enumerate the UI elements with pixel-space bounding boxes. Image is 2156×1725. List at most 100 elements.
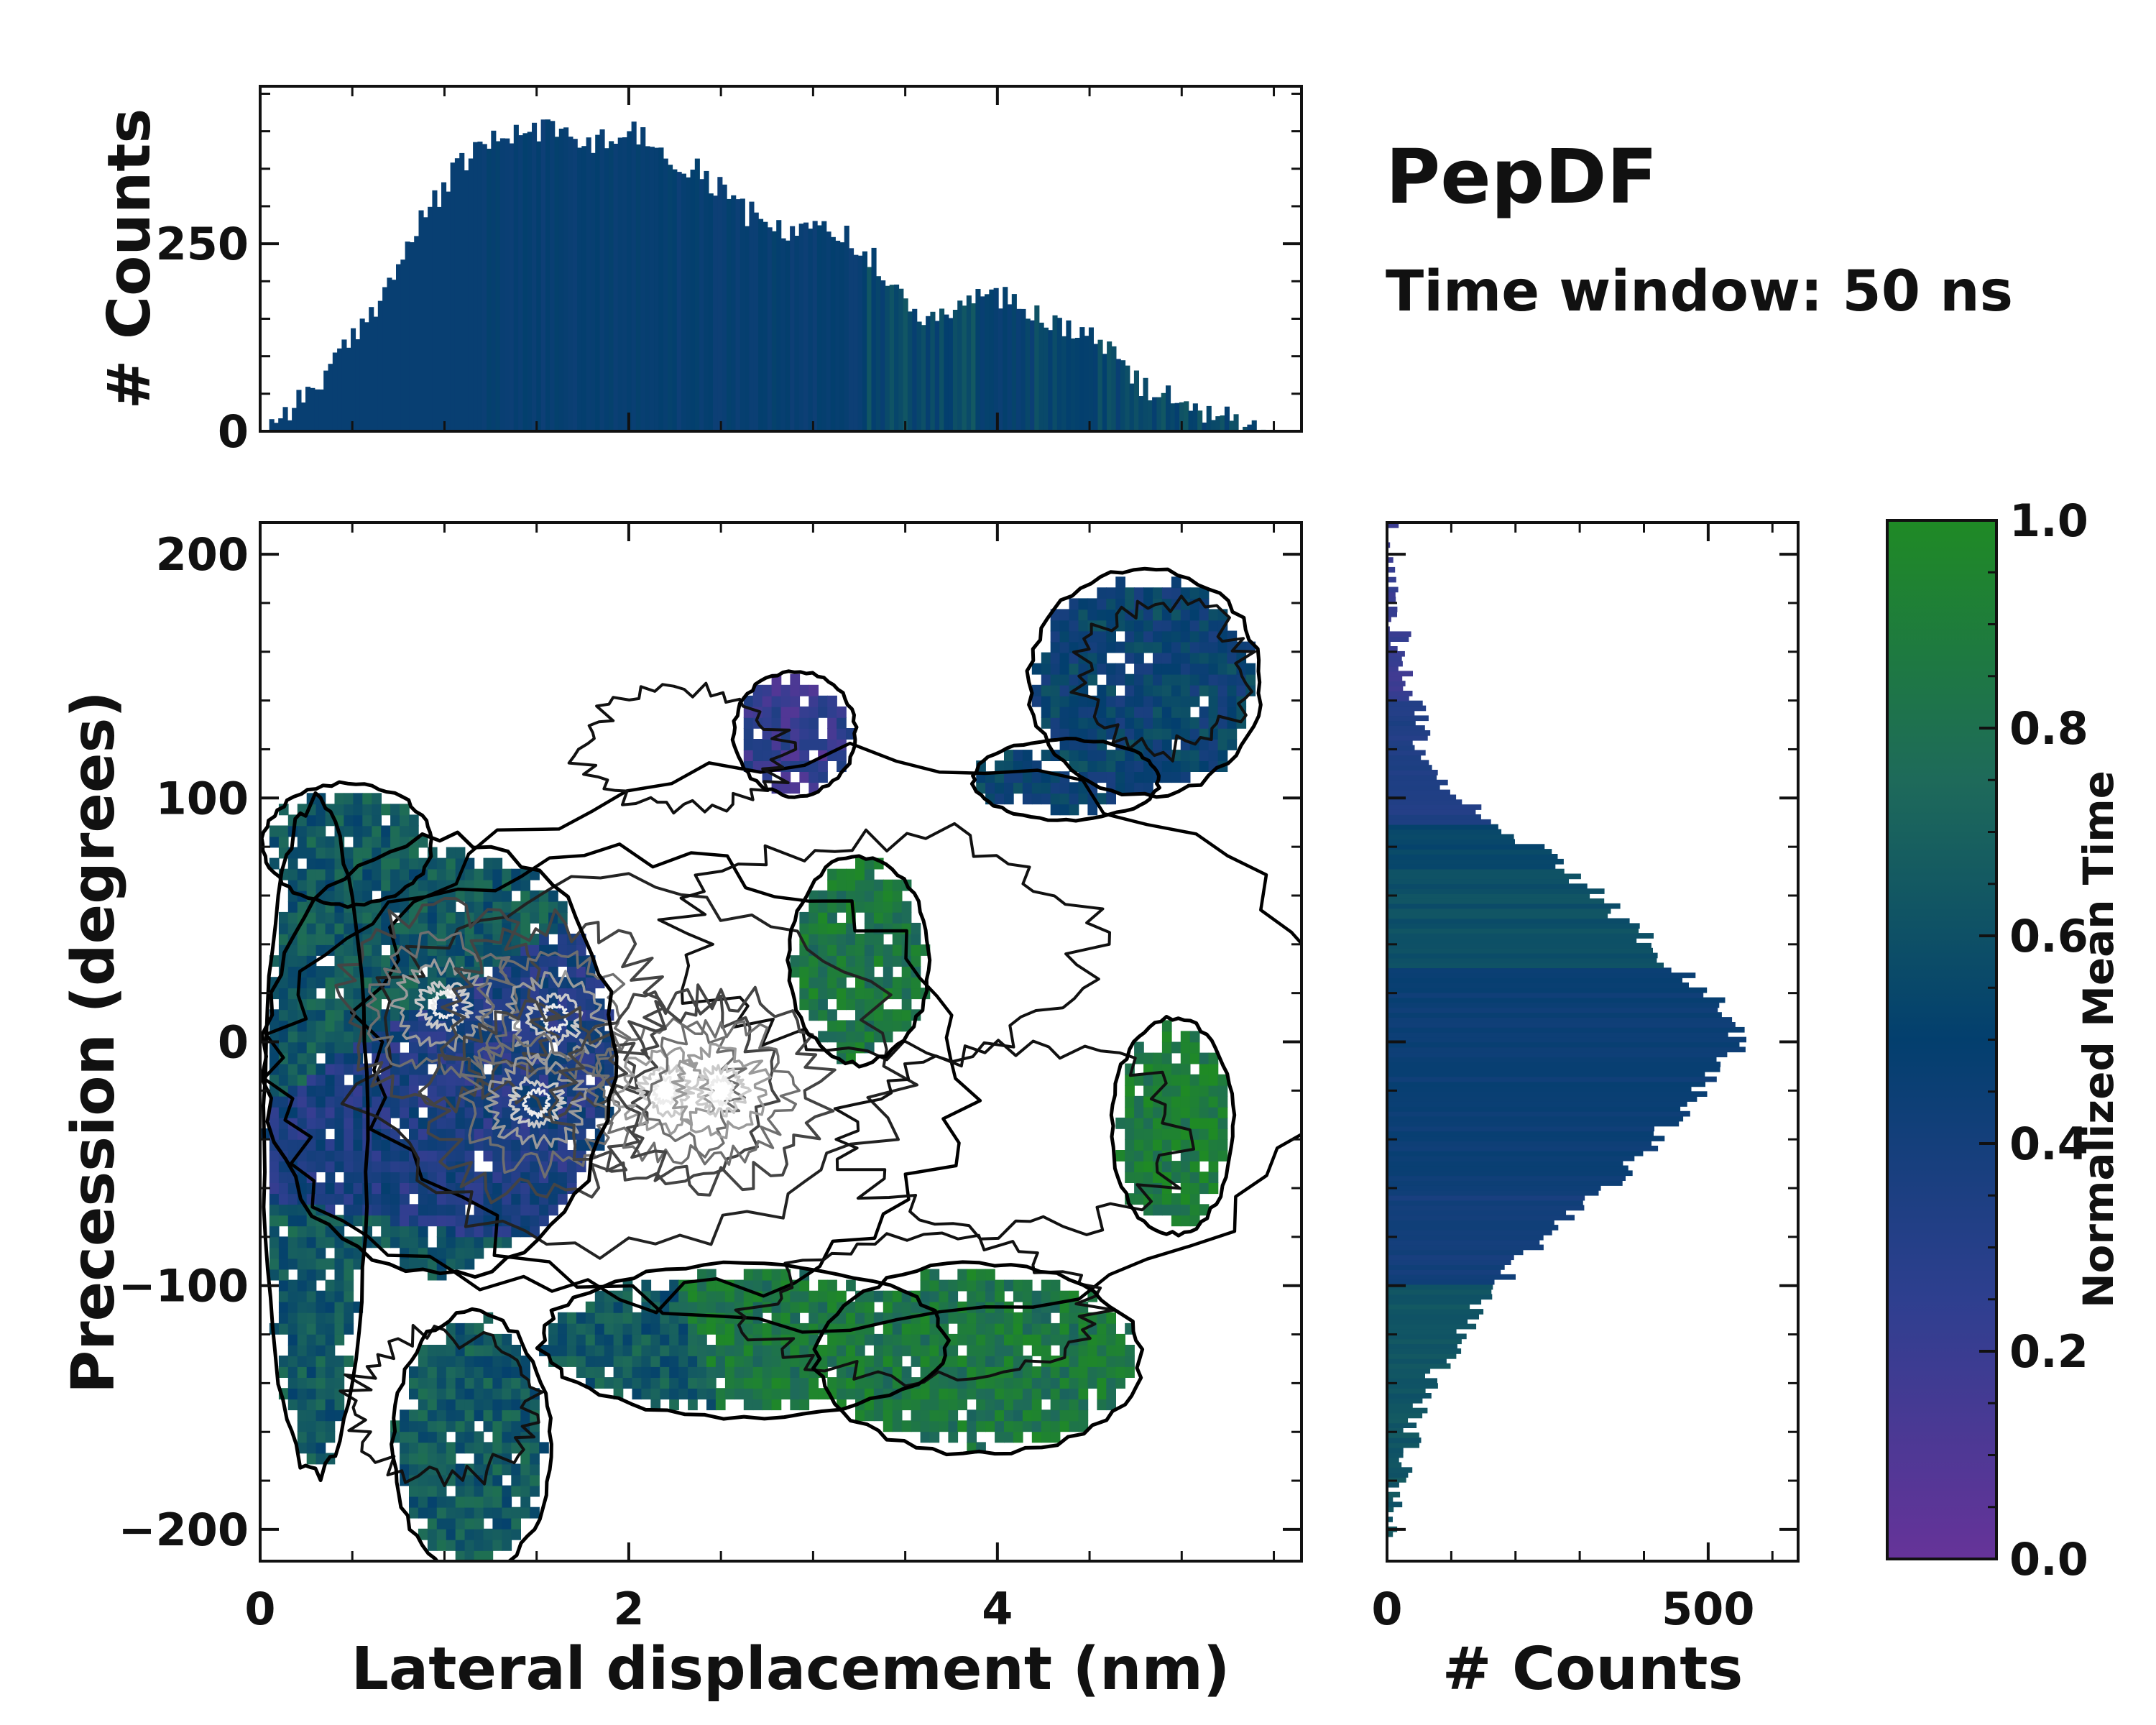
heatmap-cell xyxy=(1087,1345,1098,1356)
heatmap-cell xyxy=(502,1106,512,1118)
heatmap-cell xyxy=(1171,1063,1181,1075)
heatmap-cell xyxy=(400,1442,410,1454)
colorbar-tick-label: 0.8 xyxy=(2009,702,2088,755)
heatmap-cell xyxy=(1180,1063,1191,1075)
heatmap-cell xyxy=(409,1204,419,1216)
heatmap-cell xyxy=(278,1366,289,1378)
heatmap-cell xyxy=(1069,750,1079,761)
heatmap-cell xyxy=(344,1041,354,1054)
heatmap-cell xyxy=(287,1247,298,1259)
top-histogram-bar xyxy=(1066,320,1072,431)
heatmap-cell xyxy=(901,1301,912,1313)
heatmap-cell xyxy=(1199,684,1210,696)
heatmap-cell xyxy=(530,1193,540,1205)
heatmap-cell xyxy=(995,782,1005,794)
heatmap-cell xyxy=(1189,760,1200,772)
heatmap-cell xyxy=(585,1366,596,1378)
heatmap-cell xyxy=(344,1106,354,1118)
heatmap-cell xyxy=(892,934,903,945)
right-histogram-bar xyxy=(1387,646,1398,652)
heatmap-cell xyxy=(297,1409,308,1422)
heatmap-cell xyxy=(1171,1161,1181,1172)
heatmap-cell xyxy=(334,1161,345,1172)
heatmap-cell xyxy=(492,1366,503,1378)
top-histogram-bar xyxy=(1251,420,1257,431)
heatmap-cell xyxy=(278,1128,289,1140)
heatmap-cell xyxy=(911,1356,921,1367)
top-histogram-bar xyxy=(477,142,483,431)
top-histogram-bar xyxy=(1197,410,1203,431)
heatmap-cell xyxy=(808,955,819,967)
heatmap-cell xyxy=(315,1031,326,1043)
heatmap-cell xyxy=(920,1431,931,1443)
right-histogram-bar xyxy=(1387,1041,1740,1048)
heatmap-cell xyxy=(873,1409,884,1422)
heatmap-cell xyxy=(474,1106,484,1118)
heatmap-cell xyxy=(594,1106,605,1118)
heatmap-cell xyxy=(837,1366,847,1378)
heatmap-cell xyxy=(911,934,921,945)
heatmap-cell xyxy=(697,1366,707,1378)
heatmap-cell xyxy=(1227,706,1238,718)
heatmap-cell xyxy=(530,1474,540,1486)
heatmap-cell xyxy=(1106,641,1116,653)
right-histogram-bar xyxy=(1387,1289,1492,1295)
heatmap-cell xyxy=(1050,620,1061,632)
heatmap-cell xyxy=(1134,1193,1144,1205)
right-histogram-bar xyxy=(1387,1205,1585,1211)
heatmap-cell xyxy=(1171,576,1181,589)
heatmap-cell xyxy=(344,1161,354,1172)
right-histogram-bar xyxy=(1387,1190,1599,1196)
heatmap-cell xyxy=(344,966,354,978)
heatmap-cell xyxy=(306,911,317,924)
heatmap-cell xyxy=(427,1420,438,1432)
top-histogram-bar xyxy=(568,137,573,431)
heatmap-cell xyxy=(446,1063,456,1075)
heatmap-cell xyxy=(418,1496,428,1508)
contour-line xyxy=(418,999,652,1205)
heatmap-cell xyxy=(585,1301,596,1313)
heatmap-cell xyxy=(1161,695,1172,707)
heatmap-cell xyxy=(1153,1193,1163,1205)
heatmap-cell xyxy=(446,1356,456,1367)
heatmap-cell xyxy=(334,1009,345,1021)
right-histogram-bar xyxy=(1387,1057,1717,1062)
top-histogram-bar xyxy=(341,339,347,431)
heatmap-cell xyxy=(427,922,438,934)
top-histogram-bar xyxy=(1211,420,1217,431)
top-histogram-bar xyxy=(993,288,999,431)
heatmap-cell xyxy=(548,977,558,989)
contour-line xyxy=(611,1046,716,1136)
heatmap-cell xyxy=(706,1345,717,1356)
heatmap-cell xyxy=(372,1139,382,1151)
heatmap-cell xyxy=(1180,728,1191,740)
heatmap-cell xyxy=(855,1301,865,1313)
heatmap-cell xyxy=(315,922,326,934)
heatmap-cell xyxy=(641,1279,652,1292)
heatmap-cell xyxy=(873,890,884,902)
heatmap-cell xyxy=(400,1074,410,1086)
right-histogram-bar xyxy=(1387,1076,1717,1082)
heatmap-cell xyxy=(911,1420,921,1432)
heatmap-cell xyxy=(892,977,903,989)
heatmap-cell xyxy=(306,1356,317,1367)
heatmap-cell xyxy=(827,739,837,750)
heatmap-cell xyxy=(1189,1052,1200,1064)
heatmap-cell xyxy=(1078,1420,1089,1432)
heatmap-cell xyxy=(1143,587,1153,599)
heatmap-cell xyxy=(669,1345,679,1356)
heatmap-cell xyxy=(1134,1150,1144,1162)
right-histogram-bar xyxy=(1387,1517,1393,1522)
heatmap-cell xyxy=(1097,750,1107,761)
heatmap-cell xyxy=(1125,706,1135,718)
heatmap-cell xyxy=(269,1150,280,1162)
heatmap-cell xyxy=(985,1409,995,1422)
heatmap-cell xyxy=(837,1377,847,1389)
heatmap-cell xyxy=(455,1215,466,1227)
heatmap-cell xyxy=(901,988,912,1000)
right-histogram-bar xyxy=(1387,844,1545,850)
top-histogram-bar xyxy=(1038,322,1044,431)
heatmap-cell xyxy=(325,1236,336,1248)
heatmap-cell xyxy=(372,1182,382,1195)
heatmap-cell xyxy=(585,1052,596,1064)
